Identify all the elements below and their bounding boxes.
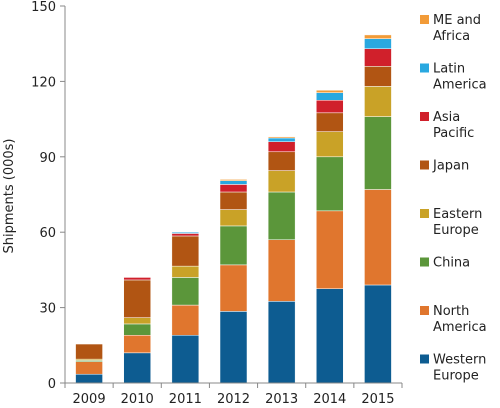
x-tick-label-2012: 2012: [217, 392, 250, 407]
bar-2013-japan: [267, 151, 296, 171]
bar-2013-eastern-europe: [267, 170, 296, 193]
x-tick-label-2015: 2015: [361, 392, 394, 407]
bar-2011-china: [171, 277, 200, 306]
legend-swatch-me-and-africa: [420, 15, 429, 24]
legend-swatch-china: [420, 257, 429, 267]
bar-2014-japan: [316, 112, 344, 132]
legend-label-japan-1: Japan: [432, 159, 469, 174]
bar-2014-western-europe: [316, 288, 344, 384]
bar-2011-eastern-europe: [171, 265, 200, 278]
y-tick-label-90: 90: [39, 151, 56, 166]
bar-2014-latin-america: [316, 92, 344, 101]
bar-2012-eastern-europe: [219, 209, 248, 227]
legend-label-asia-pacific-1: Asia: [433, 110, 460, 125]
legend-label-north-america-1: North: [433, 304, 469, 319]
x-tick-label-2009: 2009: [73, 392, 106, 407]
bar-2014-china: [316, 156, 344, 212]
bar-2015-latin-america: [364, 38, 392, 49]
bar-2015-me-and-africa: [364, 34, 392, 39]
bar-2015-japan: [364, 66, 392, 87]
legend-label-latin-america-1: Latin: [433, 62, 465, 77]
legend-label-western-europe-2: Europe: [433, 369, 479, 384]
bar-2010-north-america: [123, 334, 151, 354]
x-tick-label-2010: 2010: [121, 392, 154, 407]
y-tick-label-30: 30: [39, 302, 56, 317]
bar-2014-me-and-africa: [316, 89, 344, 93]
bar-2012-me-and-africa: [219, 179, 248, 181]
bar-2015-asia-pacific: [364, 48, 392, 67]
y-tick-label-60: 60: [39, 226, 56, 241]
bar-2015-north-america: [364, 189, 392, 286]
bar-2010-japan: [123, 279, 151, 318]
bar-2012-western-europe: [219, 311, 248, 384]
legend-label-me-and-africa-1: ME and: [433, 13, 481, 28]
bar-2014-north-america: [316, 210, 344, 289]
bar-2011-asia-pacific: [171, 233, 200, 237]
bar-2015-western-europe: [364, 284, 392, 384]
y-tick-label-120: 120: [31, 75, 56, 90]
legend-swatch-latin-america: [420, 63, 429, 73]
legend-swatch-western-europe: [420, 354, 429, 364]
bar-2009-north-america: [75, 361, 103, 375]
bar-2011-latin-america: [171, 231, 200, 234]
legend-label-eastern-europe-1: Eastern: [433, 207, 482, 222]
x-tick-label-2013: 2013: [265, 392, 298, 407]
legend-swatch-north-america: [420, 306, 429, 315]
bar-2009-japan: [75, 343, 103, 360]
legend-label-asia-pacific-2: Pacific: [433, 126, 474, 141]
legend-label-china-1: China: [433, 256, 470, 271]
legend-swatch-japan: [420, 160, 429, 170]
bar-2011-japan: [171, 235, 200, 267]
y-tick-label-150: 150: [31, 0, 56, 15]
legend: ME andAfricaLatinAmericaAsiaPacificJapan…: [420, 13, 487, 384]
legend-swatch-eastern-europe: [420, 209, 429, 218]
bar-2012-china: [219, 225, 248, 266]
bar-2010-asia-pacific: [123, 277, 151, 281]
x-tick-label-2014: 2014: [313, 392, 346, 407]
bar-2013-north-america: [267, 239, 296, 302]
x-tick-label-2011: 2011: [169, 392, 202, 407]
legend-label-north-america-2: America: [433, 320, 487, 335]
bar-2010-western-europe: [123, 352, 151, 384]
bar-2015-china: [364, 116, 392, 190]
bar-2012-latin-america: [219, 180, 248, 185]
legend-label-me-and-africa-2: Africa: [433, 29, 470, 44]
bar-2012-north-america: [219, 264, 248, 312]
bar-2013-me-and-africa: [267, 136, 296, 139]
bar-2009-western-europe: [75, 373, 103, 384]
bars-group: [75, 34, 392, 384]
legend-label-latin-america-2: America: [433, 78, 487, 93]
axes-group: 0 30 60 90 120 150 2009 2010 2011 2012 2013 2014 201…: [31, 0, 403, 407]
y-axis-title: Shipments (000s): [2, 139, 17, 254]
legend-swatch-asia-pacific: [420, 112, 429, 121]
bar-2013-latin-america: [267, 137, 296, 142]
bar-2013-china: [267, 191, 296, 240]
bar-2010-eastern-europe: [123, 317, 151, 325]
bar-2014-asia-pacific: [316, 100, 344, 114]
bar-2011-western-europe: [171, 334, 200, 384]
bar-2012-asia-pacific: [219, 184, 248, 193]
bar-2015-eastern-europe: [364, 86, 392, 117]
bar-2010-china: [123, 323, 151, 336]
legend-label-western-europe-1: Western: [433, 353, 486, 368]
bar-2011-north-america: [171, 304, 200, 336]
bar-2013-western-europe: [267, 301, 296, 384]
legend-label-eastern-europe-2: Europe: [433, 223, 479, 238]
bar-2012-japan: [219, 191, 248, 210]
bar-2014-eastern-europe: [316, 131, 344, 158]
bar-2013-asia-pacific: [267, 141, 296, 153]
y-tick-label-0: 0: [48, 377, 56, 392]
